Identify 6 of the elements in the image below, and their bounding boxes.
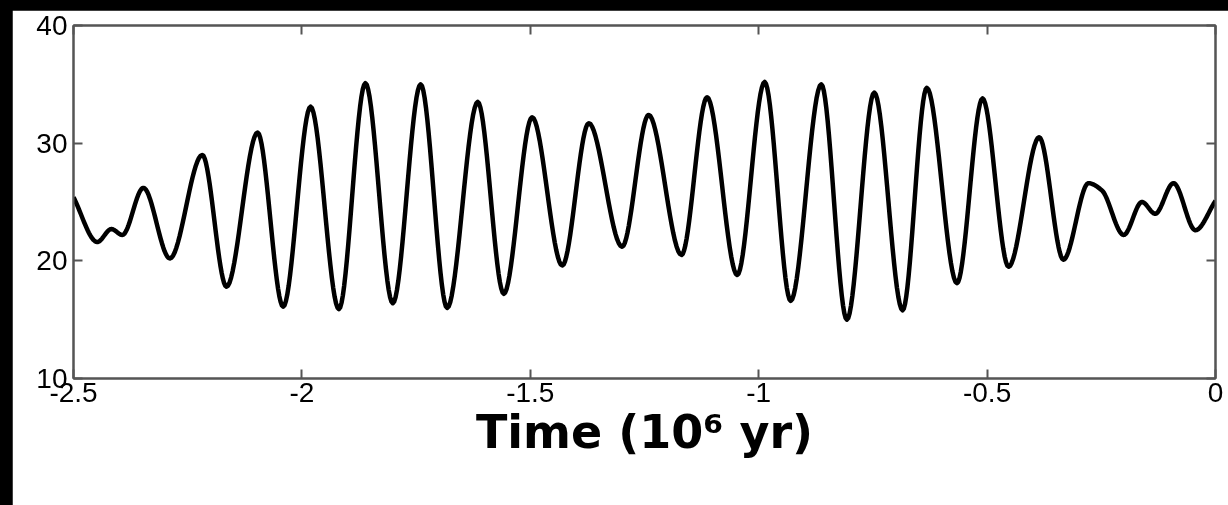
x-tick-label: -2	[289, 376, 315, 408]
x-tick-label: 0	[1207, 376, 1224, 408]
y-tick-label: 20	[36, 245, 68, 277]
x-tick-label: -0.5	[962, 376, 1012, 408]
y-tick-label: 40	[36, 10, 68, 41]
y-tick-label: 30	[36, 127, 68, 159]
